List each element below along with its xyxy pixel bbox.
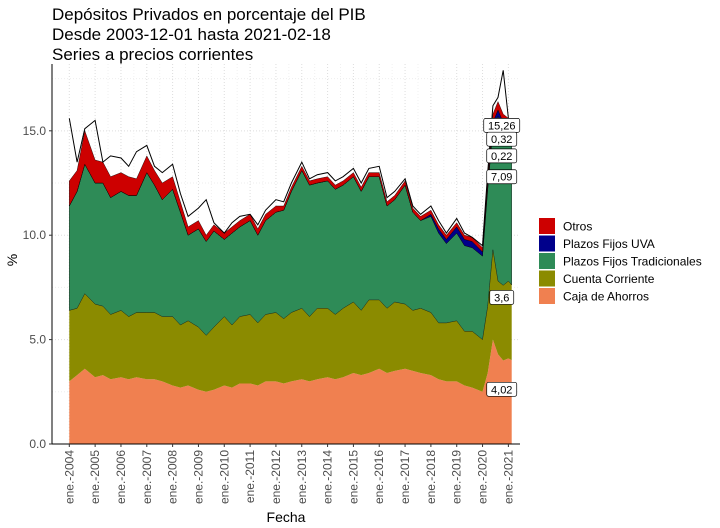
legend-swatch (539, 288, 555, 304)
x-tick-label: ene.-2009 (191, 450, 205, 504)
area-caja-de-ahorros (69, 339, 512, 444)
x-tick-label: ene.-2017 (398, 450, 412, 504)
x-tick-label: ene.-2014 (321, 450, 335, 504)
x-tick-label: ene.-2004 (62, 450, 76, 504)
legend-swatch (539, 218, 555, 234)
legend-label: Cuenta Corriente (563, 272, 655, 286)
x-tick-label: ene.-2016 (372, 450, 386, 504)
x-tick-label: ene.-2005 (88, 450, 102, 504)
total-line-group (68, 70, 513, 247)
annotation-box (489, 290, 515, 305)
chart-subtitle-1: Desde 2003-12-01 hasta 2021-02-18 (52, 25, 331, 44)
x-tick-label: ene.-2007 (140, 450, 154, 504)
area-plazos-fijos-tradicionales (69, 115, 512, 340)
x-tick-label: ene.-2011 (243, 450, 257, 503)
x-tick-label: ene.-2018 (424, 450, 438, 504)
y-axis-title: % (4, 254, 20, 266)
legend: Otros Plazos Fijos UVA Plazos Fijos Tradic… (539, 218, 702, 304)
area-cuenta-corriente (69, 249, 512, 392)
chart-title: Depósitos Privados en porcentaje del PIB (52, 5, 366, 24)
y-tick-label: 0.0 (29, 437, 46, 451)
annotation-total: 15,26 (488, 120, 516, 132)
legend-swatch (539, 235, 555, 252)
chart-title-block: Depósitos Privados en porcentaje del PIB… (52, 5, 366, 65)
y-tick-label: 5.0 (29, 333, 46, 347)
x-tick-label: ene.-2020 (476, 450, 490, 504)
annotation-otros: 0,32 (491, 134, 512, 146)
x-tick-label: ene.-2012 (269, 450, 283, 504)
x-tick-label: ene.-2008 (166, 450, 180, 504)
annotation-box (486, 148, 518, 164)
annotation-caja-de-ahorros: 4,02 (491, 384, 512, 396)
annotation-cuenta-corriente: 3,6 (494, 292, 509, 304)
legend-label: Caja de Ahorros (563, 290, 649, 304)
x-tick-label: ene.-2015 (346, 450, 360, 504)
chart-subtitle-2: Series a precios corrientes (52, 45, 254, 64)
area-series (69, 101, 512, 444)
y-tick-label: 15.0 (23, 124, 47, 138)
x-tick-label: ene.-2006 (114, 450, 128, 504)
total-line (68, 70, 513, 247)
legend-swatch (539, 270, 555, 287)
y-tick-label: 10.0 (23, 228, 47, 242)
annotation-plazos-fijos-uva: 0,22 (491, 151, 512, 163)
x-tick-label: ene.-2013 (295, 450, 309, 504)
legend-label: Plazos Fijos Tradicionales (563, 255, 702, 269)
value-annotations: 15,26 0,32 0,22 7,09 3,6 4,02 (483, 118, 521, 397)
legend-swatch (539, 253, 555, 269)
x-tick-label: ene.-2019 (450, 450, 464, 504)
annotation-plazos-fijos-tradicionales: 7,09 (491, 172, 512, 184)
legend-label: Otros (563, 220, 592, 234)
annotation-box (486, 169, 518, 185)
annotation-box (486, 381, 518, 397)
legend-label: Plazos Fijos UVA (563, 237, 655, 251)
x-tick-label: ene.-2021 (501, 450, 515, 504)
x-tick-label: ene.-2010 (217, 450, 231, 504)
annotation-box (486, 131, 518, 147)
x-axis-title: Fecha (267, 509, 306, 525)
axes: 0.0 5.0 10.0 15.0 ene.-2004 ene.-2005 ene.-200… (23, 64, 520, 504)
